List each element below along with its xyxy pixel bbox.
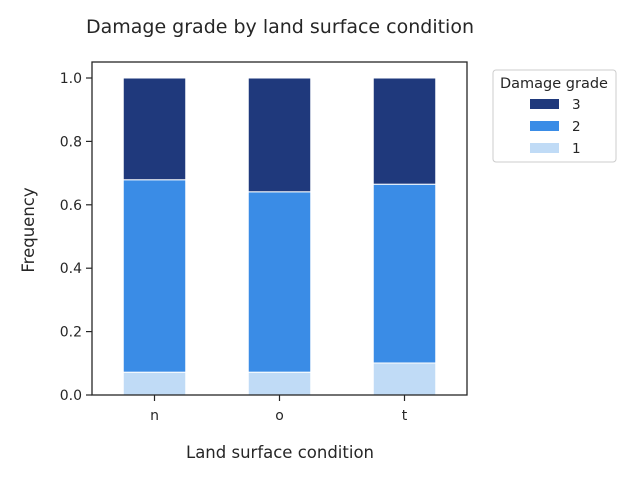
bar-t-grade-3: [372, 77, 437, 185]
x-axis-label: Land surface condition: [186, 443, 374, 462]
legend-swatch-grade-2: [530, 121, 559, 131]
legend-label-grade-3: 3: [572, 97, 581, 113]
bar-o-grade-1: [247, 371, 312, 396]
bars-group: [122, 77, 437, 396]
y-tick-label: 0.8: [60, 134, 82, 150]
y-tick-label: 0.2: [60, 325, 82, 341]
legend-items: 3 2 1: [530, 97, 581, 157]
legend-swatch-grade-3: [530, 99, 559, 109]
bar-n-grade-2: [122, 179, 187, 373]
x-tick-label-t: t: [402, 408, 408, 424]
bar-n-grade-3: [122, 77, 187, 181]
chart-title: Damage grade by land surface condition: [86, 16, 474, 38]
x-tick-label-o: o: [275, 408, 284, 424]
y-tick-label: 0.6: [60, 198, 82, 214]
x-tick-label-n: n: [150, 408, 159, 424]
bar-o-grade-2: [247, 191, 312, 373]
bar-n-grade-1: [122, 371, 187, 396]
y-axis-label: Frequency: [19, 187, 38, 272]
legend-label-grade-2: 2: [572, 119, 581, 135]
y-tick-label: 0.0: [60, 388, 82, 404]
bar-o-grade-3: [247, 77, 312, 193]
y-tick-label: 0.4: [60, 261, 82, 277]
bar-t-grade-1: [372, 362, 437, 396]
legend-swatch-grade-1: [530, 143, 559, 153]
legend-frame: [492, 69, 617, 163]
legend-label-grade-1: 1: [572, 141, 581, 157]
y-axis: 0.0 0.2 0.4 0.6 0.8 1.0: [60, 71, 92, 404]
y-tick-label: 1.0: [60, 71, 82, 87]
legend: Damage grade 3 2 1: [492, 69, 617, 163]
legend-title: Damage grade: [500, 76, 608, 92]
bar-t-grade-2: [372, 183, 437, 364]
